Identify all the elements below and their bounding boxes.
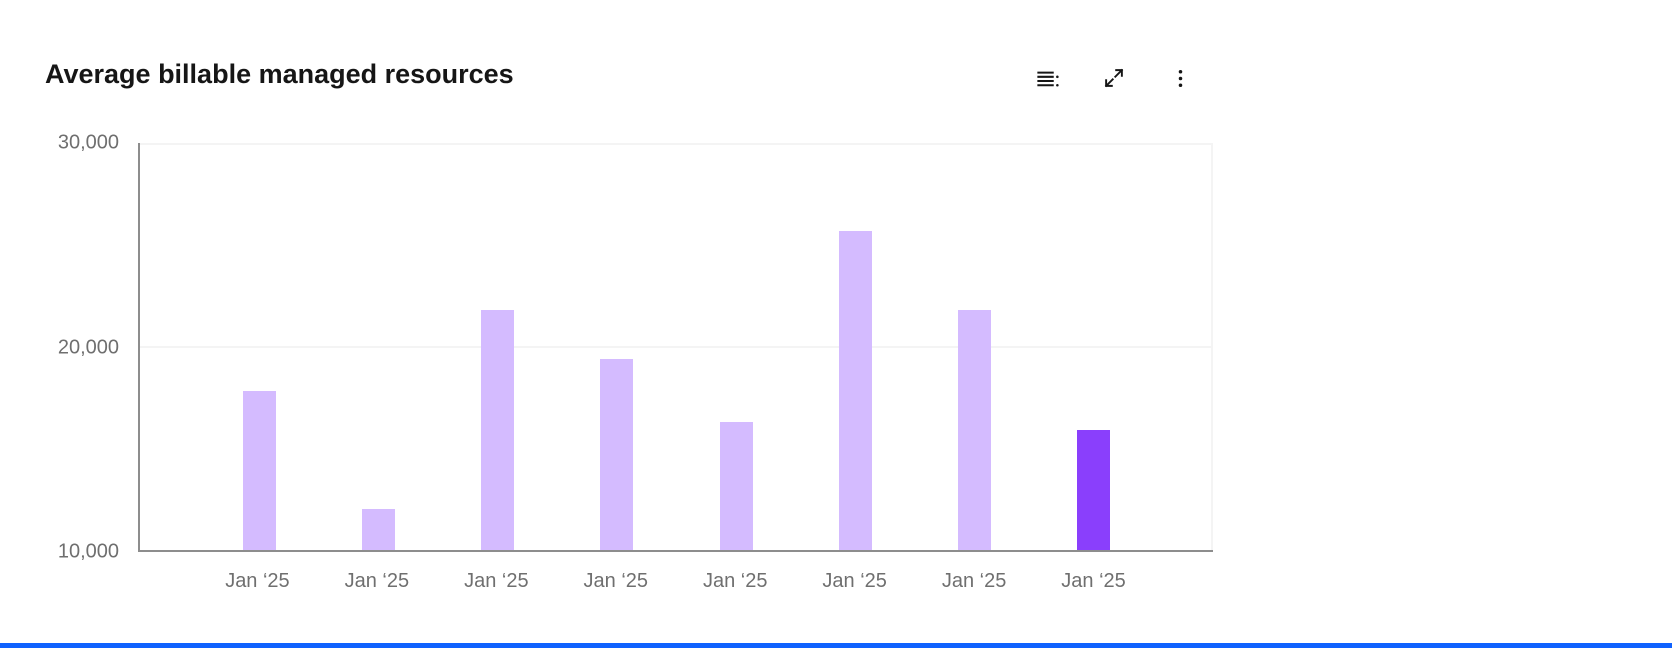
bottom-accent-bar xyxy=(0,643,1672,648)
chart-title: Average billable managed resources xyxy=(45,59,514,89)
y-axis-label: 20,000 xyxy=(57,336,119,358)
chart-toolbar xyxy=(1026,56,1202,100)
bar[interactable] xyxy=(958,309,992,550)
x-axis-label: Jan ‘25 xyxy=(702,570,768,592)
bar[interactable] xyxy=(361,509,395,550)
bar[interactable] xyxy=(481,309,515,550)
plot-area xyxy=(138,143,1213,552)
bar[interactable] xyxy=(719,421,753,550)
x-axis-label: Jan ‘25 xyxy=(225,570,290,592)
gridline-30000 xyxy=(140,143,1213,145)
gridline-20000 xyxy=(140,345,1213,348)
bar[interactable] xyxy=(600,358,634,550)
show-data-table-button[interactable] xyxy=(1026,56,1070,100)
x-axis-label: Jan ‘25 xyxy=(344,570,410,592)
expand-button[interactable] xyxy=(1092,56,1136,100)
bar[interactable] xyxy=(838,230,872,550)
bar[interactable] xyxy=(242,391,276,550)
overflow-menu-icon xyxy=(1167,65,1194,92)
y-axis: 10,000 20,000 30,000 xyxy=(0,132,119,563)
bar-highlighted[interactable] xyxy=(1077,429,1111,550)
x-axis-label: Jan ‘25 xyxy=(1061,570,1126,592)
y-axis-label: 10,000 xyxy=(57,540,119,563)
x-axis-label: Jan ‘25 xyxy=(464,570,529,592)
overflow-menu-button[interactable] xyxy=(1158,56,1202,100)
x-axis: Jan ‘25 Jan ‘25 Jan ‘25 Jan ‘25 Jan ‘25 Jan ‘… xyxy=(138,570,1213,600)
x-axis-label: Jan ‘25 xyxy=(822,570,887,592)
gridline-right-edge xyxy=(1211,143,1213,550)
expand-icon xyxy=(1100,64,1128,92)
data-table-icon xyxy=(1035,65,1062,92)
x-axis-label: Jan ‘25 xyxy=(941,570,1007,592)
y-axis-label: 30,000 xyxy=(57,131,119,154)
x-axis-label: Jan ‘25 xyxy=(583,570,649,592)
